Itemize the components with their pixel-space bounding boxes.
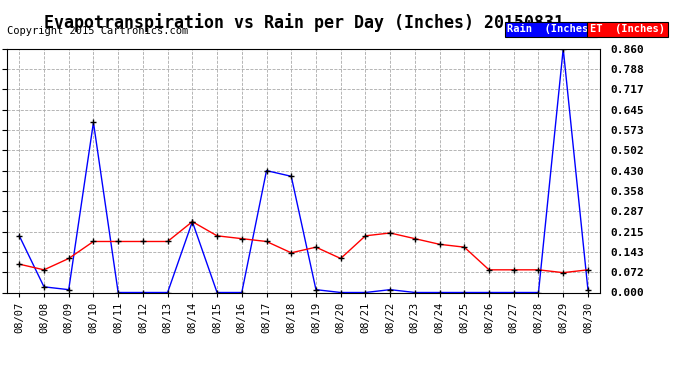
Text: Rain  (Inches): Rain (Inches) (507, 24, 595, 34)
Text: Evapotranspiration vs Rain per Day (Inches) 20150831: Evapotranspiration vs Rain per Day (Inch… (43, 13, 564, 32)
Text: Copyright 2015 Cartronics.com: Copyright 2015 Cartronics.com (7, 26, 188, 36)
Text: ET  (Inches): ET (Inches) (590, 24, 665, 34)
